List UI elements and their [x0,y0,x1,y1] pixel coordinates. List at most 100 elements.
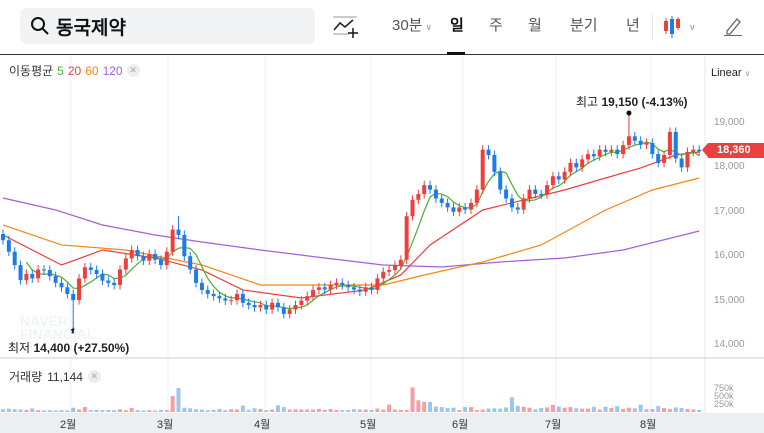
candle-body [1,234,5,241]
candle-body [545,185,550,195]
volume-bar [258,408,263,412]
volume-bar [697,409,702,412]
scale-mode-dropdown[interactable]: Linear ∨ [711,67,751,79]
candle-body [246,302,251,306]
x-tick: 5월 [360,419,377,431]
volume-bar [340,410,345,412]
candle-body [357,289,362,292]
candle-body [258,305,263,308]
candle-body [129,249,134,259]
candle-body [410,199,415,217]
volume-bar [211,409,216,412]
volume-bar [469,407,473,412]
volume-bar [433,406,438,412]
volume-bar [59,410,64,412]
volume-bar [158,409,163,412]
volume-bar [12,409,17,412]
volume-bar [591,406,596,412]
volume-tick: 750k [714,383,734,393]
tab-month[interactable]: 월 [528,17,542,34]
volume-bar [638,404,643,412]
candle-body [492,154,497,172]
candle-body [550,176,555,186]
candle-body [199,282,204,290]
candle-body [439,198,444,203]
add-indicator-icon[interactable] [333,16,359,38]
volume-bar [451,407,456,412]
volume-bar [539,408,544,412]
low-marker-dot [70,328,76,334]
candle-body [158,259,163,266]
candle-body [621,145,626,155]
high-label: 최고 [576,95,599,109]
candle-body [521,198,526,210]
interval-dropdown[interactable]: 30분 ∨ [392,14,432,35]
candle-body [632,136,637,141]
volume-bar [328,408,333,412]
candle-body [176,229,181,235]
volume-bar [375,408,380,412]
candle-body [281,307,286,314]
stock-search-box[interactable]: 동국제약 [20,8,315,44]
volume-bar [463,407,468,412]
high-marker-dot [626,110,632,116]
candle-body [118,269,122,286]
volume-bar [205,410,210,412]
candle-body [141,256,146,261]
y-tick: 15,000 [714,295,745,306]
volume-bar [457,410,462,412]
candle-body [539,194,544,196]
candle-body [509,198,514,208]
candle-body [24,273,29,281]
candle-body [293,305,298,310]
volume-bar [135,410,140,412]
volume-bar [270,409,275,412]
volume-bar [316,408,321,412]
volume-bar [410,387,415,412]
candle-body [381,271,386,279]
x-tick: 2월 [60,419,77,431]
volume-bar [667,408,672,412]
volume-bar [480,409,485,412]
candle-body [6,240,11,252]
tab-day[interactable]: 일 [450,17,464,34]
volume-bar [293,409,298,412]
volume-bar [275,405,280,412]
candle-body [527,189,532,199]
candle-body [486,149,491,155]
volume-bar [691,409,696,412]
tab-quarter[interactable]: 분기 [570,17,598,34]
candle-body [170,229,175,252]
candle-body [71,293,76,301]
close-icon[interactable]: ✕ [87,370,101,383]
candle-body [100,273,105,281]
candle-body [656,154,661,163]
tab-year[interactable]: 년 [626,17,640,34]
close-icon[interactable]: ✕ [126,64,140,77]
volume-value: 11,144 [47,369,83,384]
pencil-icon[interactable] [724,16,742,36]
volume-bar [381,409,386,412]
volume-bar [492,408,497,412]
candle-body [691,149,696,152]
candle-type-icon[interactable]: ∨ [663,14,699,40]
volume-legend: 거래량 11,144 ✕ [9,368,101,385]
price-chart[interactable] [0,56,764,413]
candle-body [47,269,52,277]
volume-bar [305,409,310,412]
volume-bar [100,410,105,412]
candle-body [123,258,128,270]
volume-bar [550,404,555,412]
search-icon [31,17,49,35]
x-tick: 6월 [452,419,469,431]
volume-bar [626,407,631,412]
volume-bar [287,409,292,412]
candle-body [685,151,690,168]
volume-bar [597,409,602,412]
volume-bar [65,410,70,412]
tab-week[interactable]: 주 [489,17,503,34]
candle-body [697,149,702,152]
candle-body [36,269,41,279]
candle-body [59,282,64,288]
candle-body [94,269,99,274]
